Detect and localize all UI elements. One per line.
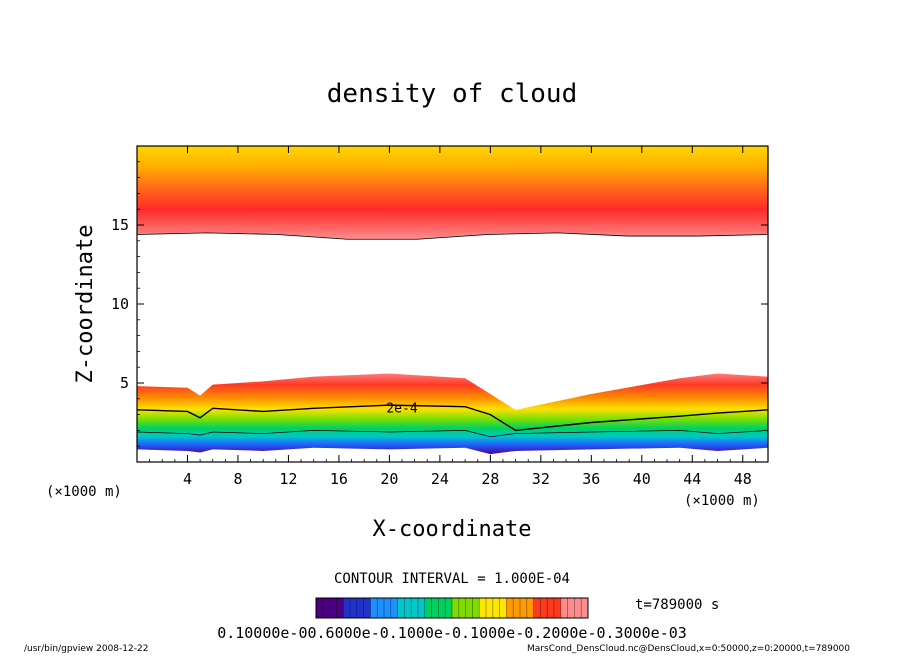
x-tick-label: 28	[481, 470, 499, 488]
colorbar	[316, 598, 589, 618]
footer-left: /usr/bin/gpview 2008-12-22	[24, 644, 148, 654]
y-axis-label: Z-coordinate	[73, 225, 98, 384]
x-tick-label: 48	[734, 470, 752, 488]
x-tick-label: 20	[380, 470, 398, 488]
lower-cloud-band	[137, 373, 768, 455]
x-unit-label-left: (×1000 m)	[46, 484, 122, 500]
x-axis-label: X-coordinate	[373, 517, 532, 542]
chart-title: density of cloud	[327, 79, 577, 109]
x-tick-label: 40	[633, 470, 651, 488]
plot-area: 2e-4	[137, 146, 768, 455]
footer-right: MarsCond_DensCloud.nc@DensCloud,x=0:5000…	[527, 644, 850, 654]
x-unit-label-right: (×1000 m)	[684, 493, 760, 509]
time-label: t=789000 s	[635, 597, 719, 613]
y-tick-label: 10	[111, 295, 129, 313]
contour-interval-text: CONTOUR INTERVAL = 1.000E-04	[334, 571, 570, 587]
x-tick-label: 36	[582, 470, 600, 488]
x-tick-label: 44	[683, 470, 701, 488]
x-tick-label: 4	[183, 470, 192, 488]
contour-line-2e-4	[137, 404, 768, 432]
colorbar-labels: 0.10000e-00.6000e-0.1000e-0.1000e-0.2000…	[217, 624, 687, 642]
x-tick-label: 8	[233, 470, 242, 488]
upper-cloud-band	[137, 146, 768, 240]
y-axis-ticks: 5 10 15	[111, 161, 768, 447]
colorbar-frame	[315, 597, 589, 619]
upper-cloud-base-contour	[137, 232, 768, 240]
x-axis-ticks: 4 8 12 16 20 24 28 32 36 40 44 48	[149, 146, 756, 488]
contour-label: 2e-4	[386, 401, 417, 416]
x-tick-label: 16	[330, 470, 348, 488]
contour-line-lower	[137, 430, 768, 438]
y-tick-label: 15	[111, 216, 129, 234]
x-tick-label: 32	[532, 470, 550, 488]
y-tick-label: 5	[120, 374, 129, 392]
x-tick-label: 12	[279, 470, 297, 488]
x-tick-label: 24	[431, 470, 449, 488]
